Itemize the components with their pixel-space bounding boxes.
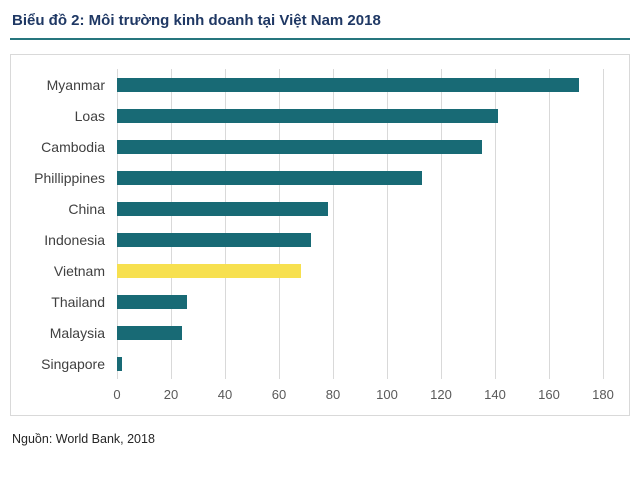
bar-row (117, 193, 603, 224)
gridline (495, 69, 496, 379)
plot-area (117, 69, 604, 379)
bar-row (117, 286, 603, 317)
bar-china (117, 201, 328, 216)
gridline (440, 69, 442, 379)
x-tick-label: 160 (538, 387, 560, 402)
category-label: Vietnam (53, 262, 105, 279)
bar-vietnam (117, 263, 301, 278)
bar-myanmar (117, 77, 579, 92)
category-label: Phillippines (34, 169, 105, 186)
bar-cambodia (117, 139, 482, 154)
gridline (603, 69, 604, 379)
x-tick-label: 60 (271, 387, 287, 402)
bar-malaysia (117, 325, 182, 340)
category-label: Singapore (41, 355, 105, 372)
bars (117, 69, 603, 379)
category-label: China (68, 200, 105, 217)
bar-row (117, 255, 603, 286)
axis-spacer (19, 379, 117, 409)
bar-indonesia (117, 232, 312, 247)
x-tick-label: 100 (376, 387, 398, 402)
bar-row (117, 348, 603, 379)
title-divider (10, 38, 630, 40)
bar-loas (117, 108, 498, 123)
gridline (278, 69, 280, 379)
category-label: Cambodia (41, 138, 105, 155)
category-label: Indonesia (44, 231, 105, 248)
bar-row (117, 131, 603, 162)
bar-phillippines (117, 170, 423, 185)
category-labels: Myanmar Loas Cambodia Phillippines China Indo… (19, 69, 117, 379)
x-tick-label: 140 (484, 387, 506, 402)
x-tick-label: 80 (325, 387, 341, 402)
category-label: Loas (74, 107, 105, 124)
x-tick-label: 40 (217, 387, 233, 402)
x-tick-label: 180 (592, 387, 614, 402)
bar-thailand (117, 294, 188, 309)
gridline (171, 69, 172, 379)
gridline (333, 69, 334, 379)
bar-row (117, 224, 603, 255)
x-tick-label: 0 (113, 387, 121, 402)
source-note: Nguồn: World Bank, 2018 (12, 432, 155, 446)
bar-row (117, 162, 603, 193)
bar-singapore (117, 356, 123, 371)
chart-container: Myanmar Loas Cambodia Phillippines China Indo… (10, 54, 630, 416)
x-tick-label: 120 (430, 387, 452, 402)
x-tick-label: 20 (163, 387, 179, 402)
gridline (549, 69, 550, 379)
gridline (387, 69, 388, 379)
gridline (117, 69, 118, 379)
category-label: Thailand (51, 293, 105, 310)
category-label: Malaysia (49, 324, 105, 341)
bar-row (117, 317, 603, 348)
bar-row (117, 69, 603, 100)
x-axis: 0 20 40 60 80 100 120 140 160 180 (113, 379, 613, 409)
gridline (225, 69, 226, 379)
chart-title: Biểu đồ 2: Môi trường kinh doanh tại Việ… (12, 12, 381, 29)
bar-row (117, 100, 603, 131)
category-label: Myanmar (46, 76, 105, 93)
